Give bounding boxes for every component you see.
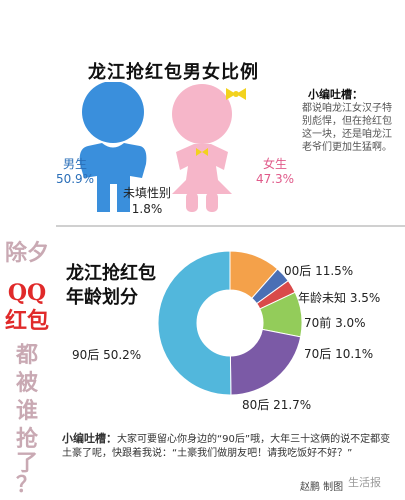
section-divider [56, 225, 405, 227]
age-note-body: 大家可要留心你身边的“90后”哦，大年三十这俩的说不定都变土豪了呢，快跟着我说：… [62, 434, 391, 459]
age-note: 小编吐槽：大家可要留心你身边的“90后”哦，大年三十这俩的说不定都变土豪了呢，快… [62, 432, 398, 461]
gender-figures [79, 82, 246, 212]
donut-slice-90后 [157, 250, 232, 396]
side-text-5: 被 [15, 370, 38, 396]
male-value: 50.9% [55, 172, 95, 186]
side-text-2: QQ [7, 280, 47, 306]
slice-label-70s: 70后 10.1% [304, 347, 374, 361]
donut-slice-80后 [229, 328, 302, 396]
side-text-1: 除夕 [4, 240, 49, 266]
age-chart-title: 龙江抢红包 年龄划分 [66, 262, 156, 310]
slice-label-00s: 00后 11.5% [284, 264, 354, 278]
male-figure-icon [79, 82, 147, 212]
age-chart-title-line1: 龙江抢红包 [66, 263, 156, 284]
slice-label-80s: 80后 21.7% [242, 398, 312, 412]
gender-chart-title: 龙江抢红包男女比例 [88, 62, 259, 83]
unknown-gender-label: 未填性别 [122, 186, 171, 200]
female-value: 47.3% [255, 172, 295, 186]
hair-bow-icon [226, 88, 246, 100]
age-donut-chart [157, 250, 303, 396]
credit-text: 赵鹏 制图 [300, 482, 344, 493]
female-figure-icon [172, 84, 232, 212]
neck-bow-icon [196, 148, 208, 156]
age-note-title: 小编吐槽： [62, 432, 117, 445]
slice-label-90s: 90后 50.2% [72, 348, 142, 362]
gender-note-title: 小编吐槽： [308, 88, 363, 101]
side-text-8: 了 [15, 450, 38, 476]
age-chart-title-line2: 年龄划分 [66, 287, 138, 308]
watermark-text: 生活报 [348, 476, 381, 489]
side-text-4: 都 [15, 342, 38, 368]
slice-label-unknown: 年龄未知 3.5% [298, 291, 381, 305]
gender-note-body: 都说咱龙江女汉子特别彪悍，但在抢红包这一块，还是咱龙江老爷们更加生猛啊。 [302, 103, 392, 153]
slice-label-pre70: 70前 3.0% [304, 316, 366, 330]
side-text-9: ？ [15, 472, 38, 498]
female-label: 女生 [262, 157, 287, 171]
male-label: 男生 [62, 157, 87, 171]
unknown-gender-value: 1.8% [131, 202, 163, 216]
side-text-6: 谁 [15, 398, 38, 424]
side-text-7: 抢 [15, 426, 38, 452]
side-text-3: 红包 [4, 308, 49, 334]
